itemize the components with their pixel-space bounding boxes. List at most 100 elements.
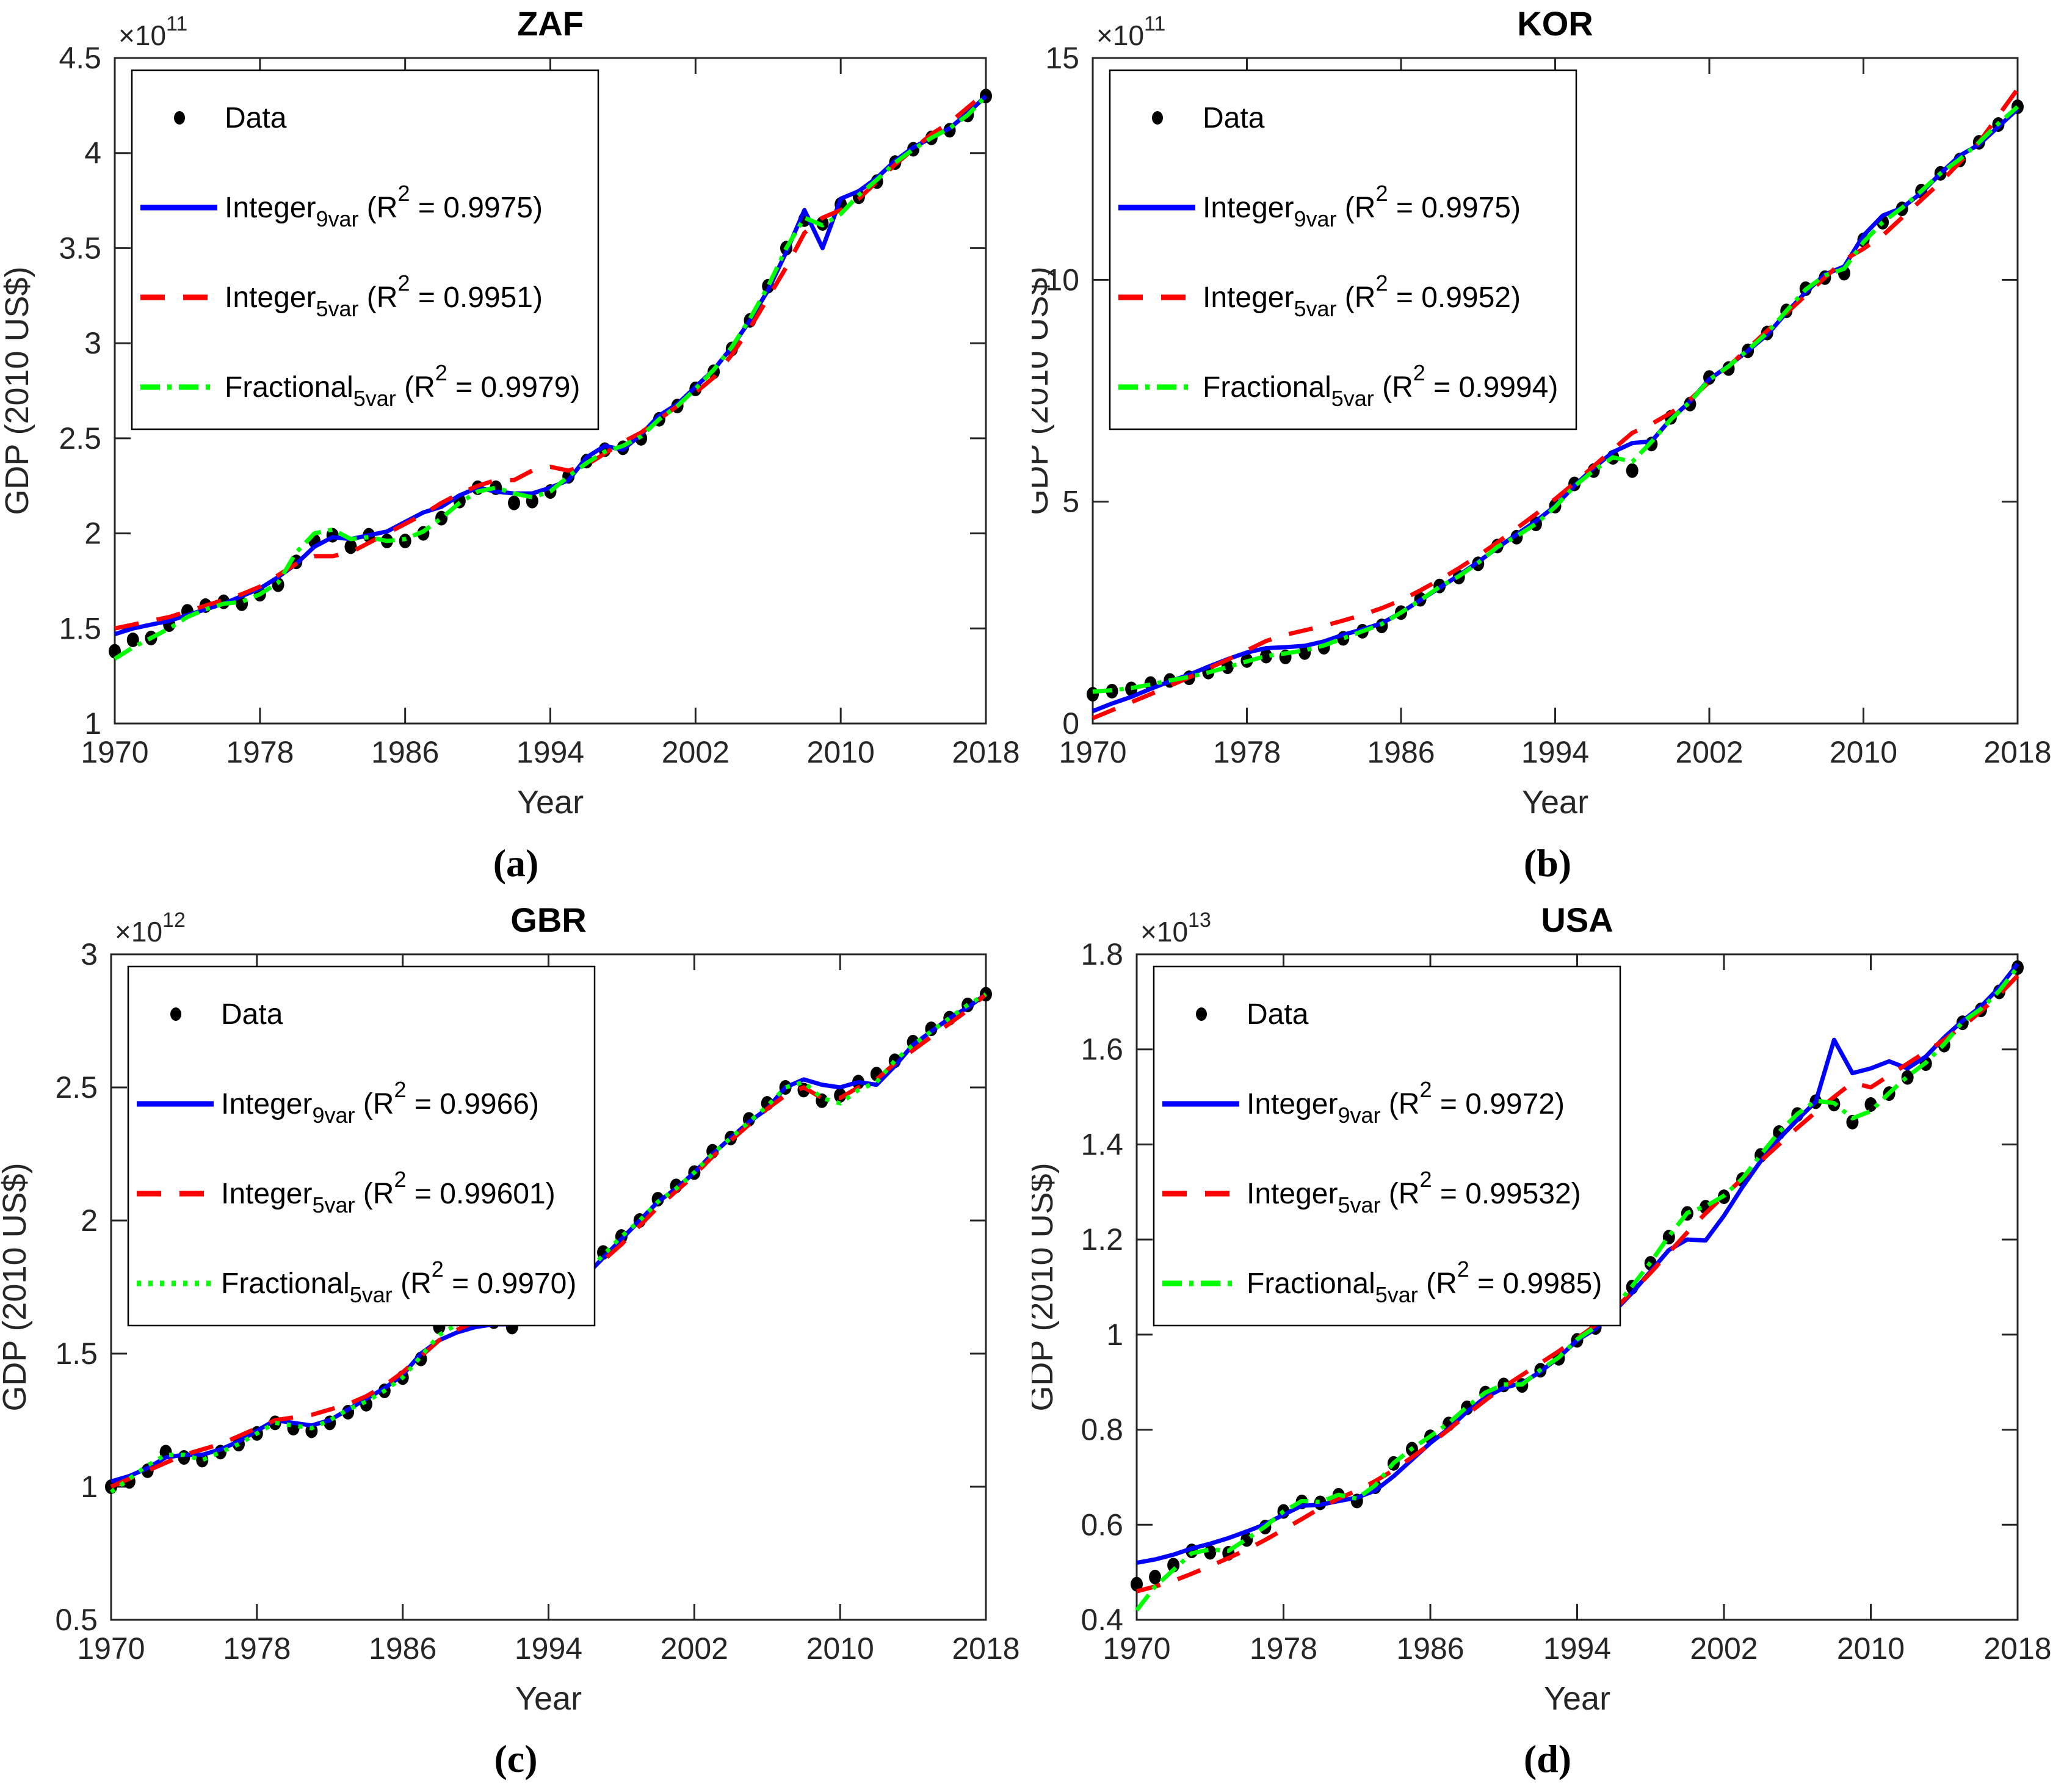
legend-item: Integer9var (R2 = 0.9966) (137, 1076, 539, 1127)
series-line-fractional5var (114, 94, 988, 661)
x-tick-label: 1978 (1213, 735, 1281, 769)
axis-exponent-label: ×1011 (1096, 12, 1165, 51)
legend: Data Integer9var (R2 = 0.9966) Integer5var… (127, 965, 596, 1326)
y-tick-label: 2.5 (59, 421, 101, 455)
legend-item: Integer9var (R2 = 0.9975) (140, 181, 543, 231)
caption-b: (b) (1523, 841, 1572, 885)
legend-item: Fractional5var (R2 = 0.9979) (140, 360, 580, 411)
legend-label: Integer5var (R2 = 0.99532) (1247, 1166, 1581, 1217)
y-tick-label: 3.5 (59, 231, 101, 265)
panel-d-usa: 1970 1978 1986 1994 2002 2010 2018 0.4 0.6 0.8 1 1.… (1032, 896, 2063, 1792)
x-tick-label: 2018 (1983, 735, 2051, 769)
legend-box (127, 965, 596, 1326)
x-tick-label: 1970 (77, 1631, 145, 1666)
chart-zaf: 1970 1978 1986 1994 2002 2010 2018 1 1.5 2 2.5 3 3.5… (0, 4, 1020, 821)
legend-item: Fractional5var (R2 = 0.9994) (1118, 360, 1558, 411)
chart-title: KOR (1517, 4, 1593, 43)
chart-title: ZAF (517, 4, 584, 43)
y-tick-label: 1.5 (59, 611, 101, 645)
chart-kor: 1970 1978 1986 1994 2002 2010 2018 0 5 10 15 ×1011 K… (1032, 4, 2052, 821)
x-tick-label: 2010 (1837, 1631, 1905, 1666)
y-tick-label: 1.5 (55, 1337, 98, 1371)
y-tick-label: 0.8 (1081, 1412, 1123, 1446)
legend-item: Data (174, 102, 287, 134)
legend-item: Integer5var (R2 = 0.99532) (1162, 1166, 1581, 1217)
legend-label: Integer9var (R2 = 0.9975) (1203, 181, 1521, 231)
x-tick-label: 2002 (1690, 1631, 1758, 1666)
legend-data-marker-icon (170, 1007, 181, 1021)
legend-label: Fractional5var (R2 = 0.9979) (225, 360, 580, 411)
y-tick-label: 0.6 (1081, 1507, 1123, 1542)
legend: Data Integer9var (R2 = 0.9972) Integer5var… (1153, 965, 1621, 1326)
caption-a: (a) (493, 841, 539, 885)
chart-title: GBR (510, 901, 586, 939)
x-axis-label: Year (517, 784, 584, 821)
chart-title: USA (1541, 901, 1613, 939)
x-tick-label: 2002 (662, 735, 730, 769)
data-point (1087, 687, 1099, 702)
legend-item: Integer9var (R2 = 0.9975) (1118, 181, 1521, 231)
series-line-fractional5var (109, 992, 987, 1494)
y-tick-label: 15 (1045, 41, 1079, 75)
legend-label: Integer5var (R2 = 0.99601) (221, 1166, 556, 1217)
legend-label: Data (225, 102, 287, 134)
legend-label: Data (221, 998, 283, 1030)
chart-usa: 1970 1978 1986 1994 2002 2010 2018 0.4 0.6 0.8 1 1.… (1032, 901, 2052, 1717)
y-axis-label: GDP (2010 US$) (0, 266, 35, 515)
y-axis-label: GDP (2010 US$) (1032, 266, 1055, 515)
x-tick-label: 2010 (806, 1631, 874, 1666)
data-point (1131, 1576, 1143, 1592)
y-tick-label: 1.4 (1081, 1127, 1123, 1161)
legend-label: Integer9var (R2 = 0.9975) (225, 181, 543, 231)
x-tick-label: 2002 (661, 1631, 728, 1666)
legend-item: Fractional5var (R2 = 0.9985) (1162, 1256, 1602, 1307)
x-tick-label: 1978 (1250, 1631, 1317, 1666)
legend-label: Integer9var (R2 = 0.9972) (1247, 1076, 1565, 1127)
legend: Data Integer9var (R2 = 0.9975) Integer5var… (131, 69, 599, 430)
series-line-fractional5var (1135, 965, 2019, 1612)
axis-exponent-label: ×1012 (115, 909, 186, 948)
data-point (126, 632, 139, 647)
axis-exponent-label: ×1011 (118, 12, 187, 51)
x-tick-label: 1970 (81, 735, 148, 769)
data-point (1864, 1097, 1877, 1112)
x-tick-label: 2018 (952, 735, 1019, 769)
legend-item: Integer5var (R2 = 0.9952) (1118, 270, 1521, 321)
x-tick-label: 1994 (516, 735, 584, 769)
series-line-integer5var (1136, 974, 2019, 1594)
legend-data-marker-icon (1152, 111, 1163, 125)
y-tick-label: 1 (1106, 1317, 1123, 1351)
data-point (1149, 1569, 1162, 1584)
data-point (508, 495, 521, 510)
legend-box (1109, 69, 1577, 430)
legend-label: Fractional5var (R2 = 0.9985) (1247, 1256, 1602, 1307)
x-tick-label: 2018 (1983, 1631, 2051, 1666)
y-tick-label: 1.2 (1081, 1222, 1123, 1257)
x-axis-label: Year (515, 1680, 582, 1717)
y-tick-label: 5 (1062, 485, 1079, 519)
x-tick-label: 2002 (1675, 735, 1743, 769)
x-tick-label: 1986 (1396, 1631, 1464, 1666)
y-tick-label: 10 (1045, 263, 1079, 297)
axis-exponent-label: ×1013 (1140, 909, 1211, 948)
caption-c: (c) (494, 1737, 538, 1780)
legend-box (131, 69, 599, 430)
y-tick-label: 2.5 (55, 1070, 98, 1105)
y-tick-label: 1 (84, 706, 101, 741)
y-tick-label: 1.6 (1081, 1032, 1123, 1066)
legend-item: Data (170, 998, 283, 1030)
y-tick-label: 2 (81, 1203, 98, 1238)
legend-label: Data (1247, 998, 1309, 1030)
y-axis-label: GDP (2010 US$) (0, 1163, 33, 1411)
x-axis-label: Year (1522, 784, 1588, 821)
legend-label: Integer5var (R2 = 0.9951) (225, 270, 543, 321)
y-tick-label: 0 (1062, 706, 1079, 741)
legend-item: Data (1196, 998, 1309, 1030)
y-tick-label: 3 (84, 326, 101, 360)
x-tick-label: 1994 (1521, 735, 1589, 769)
x-tick-label: 1978 (223, 1631, 291, 1666)
y-tick-label: 1.8 (1081, 937, 1123, 971)
panel-b-kor: 1970 1978 1986 1994 2002 2010 2018 0 5 10 15 ×1011 K… (1032, 0, 2063, 896)
x-tick-label: 1986 (1367, 735, 1435, 769)
x-tick-label: 1986 (371, 735, 439, 769)
